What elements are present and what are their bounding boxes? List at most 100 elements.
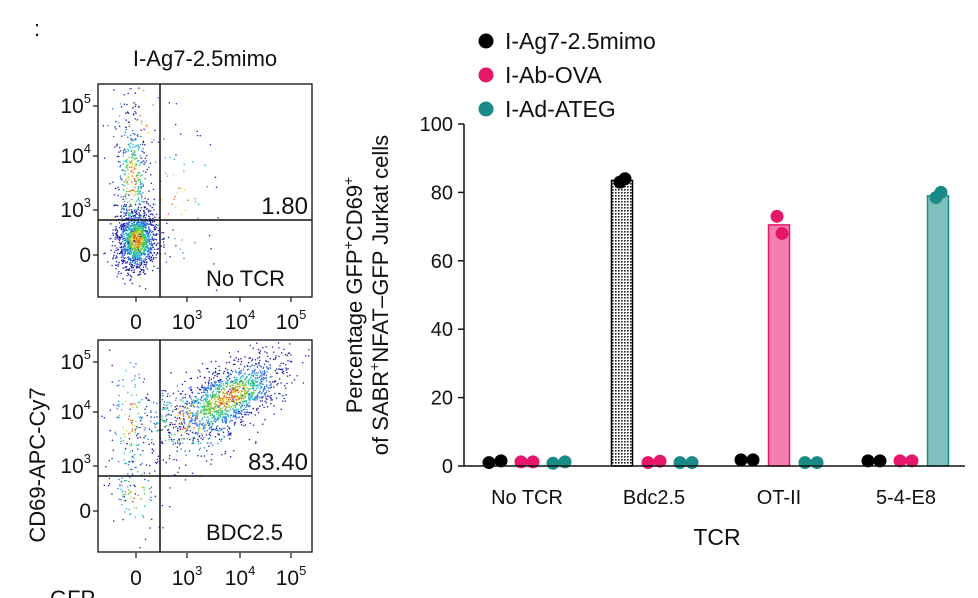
flow-event-dot — [126, 442, 128, 445]
flow-event-dot — [239, 384, 242, 386]
flow-event-dot — [128, 232, 130, 234]
flow-event-dot — [135, 421, 137, 423]
flow-event-dot — [122, 155, 125, 157]
flow-event-dot — [150, 411, 152, 413]
flow-event-dot — [134, 386, 136, 388]
bar — [926, 195, 950, 467]
flow-event-dot — [259, 352, 261, 354]
flow-event-dot — [289, 374, 291, 376]
flow-event-dot — [119, 103, 122, 105]
flow-event-dot — [192, 437, 195, 440]
flow-event-dot — [125, 226, 128, 228]
flow-event-dot — [220, 440, 222, 442]
flow-event-dot — [229, 381, 232, 383]
flow-event-dot — [214, 396, 216, 399]
flow-event-dot — [258, 361, 260, 364]
flow-event-dot — [116, 256, 118, 259]
flow-event-dot — [247, 414, 249, 416]
flow-event-dot — [279, 368, 281, 370]
flow-event-dot — [148, 464, 151, 467]
flow-event-dot — [228, 404, 230, 407]
flow-event-dot — [261, 404, 264, 406]
flow-event-dot — [151, 258, 153, 261]
flow-event-dot — [120, 498, 122, 501]
flow-event-dot — [153, 252, 155, 254]
flow-event-dot — [191, 404, 194, 407]
flow-event-dot — [215, 404, 218, 406]
flow-event-dot — [191, 422, 194, 425]
flow-event-dot — [180, 187, 182, 189]
flow-event-dot — [209, 409, 211, 412]
flow-event-dot — [165, 461, 167, 464]
flow-event-dot — [166, 413, 168, 416]
flow-event-dot — [139, 162, 141, 165]
flow-event-dot — [181, 428, 184, 430]
flow-event-dot — [103, 253, 105, 255]
flow-x-tick-label: 104 — [225, 307, 256, 334]
flow-event-dot — [137, 412, 140, 415]
quadrant-value: 83.40 — [248, 449, 308, 476]
flow-event-dot — [128, 124, 130, 126]
flow-event-dot — [227, 371, 229, 374]
flow-event-dot — [241, 394, 244, 397]
flow-event-dot — [212, 422, 214, 425]
flow-event-dot — [128, 209, 130, 211]
flow-event-dot — [139, 144, 141, 146]
flow-event-dot — [124, 400, 127, 403]
flow-event-dot — [224, 404, 227, 406]
flow-event-dot — [136, 209, 138, 212]
flow-event-dot — [198, 425, 200, 428]
flow-event-dot — [278, 368, 280, 370]
flow-event-dot — [249, 382, 252, 385]
flow-event-dot — [194, 401, 196, 403]
flow-event-dot — [123, 235, 125, 237]
flow-event-dot — [169, 156, 171, 159]
flow-event-dot — [240, 397, 243, 400]
flow-event-dot — [232, 401, 235, 404]
flow-event-dot — [115, 260, 118, 263]
flow-title: I-Ag7-2.5mimo — [133, 46, 277, 71]
flow-event-dot — [135, 175, 137, 178]
flow-event-dot — [127, 418, 130, 420]
flow-event-dot — [195, 412, 198, 414]
flow-event-dot — [152, 221, 154, 223]
flow-event-dot — [185, 454, 187, 457]
flow-event-dot — [145, 123, 148, 126]
flow-event-dot — [259, 350, 262, 352]
flow-event-dot — [130, 166, 133, 168]
flow-event-dot — [248, 393, 250, 395]
flow-event-dot — [233, 424, 236, 426]
flow-event-dot — [136, 134, 139, 137]
flow-event-dot — [154, 203, 156, 206]
flow-event-dot — [162, 420, 165, 423]
flow-event-dot — [224, 367, 227, 370]
flow-event-dot — [126, 261, 129, 263]
flow-event-dot — [137, 159, 140, 162]
flow-event-dot — [190, 377, 193, 380]
flow-event-dot — [234, 398, 237, 400]
flow-event-dot — [202, 391, 205, 393]
flow-event-dot — [223, 415, 225, 418]
flow-event-dot — [123, 103, 126, 105]
flow-event-dot — [142, 222, 145, 224]
flow-event-dot — [150, 223, 153, 226]
flow-event-dot — [199, 423, 201, 425]
flow-event-dot — [237, 391, 240, 393]
flow-event-dot — [142, 449, 144, 452]
flow-event-dot — [140, 129, 142, 131]
flow-event-dot — [229, 455, 232, 458]
flow-event-dot — [186, 403, 188, 406]
flow-event-dot — [271, 346, 274, 348]
flow-event-dot — [129, 431, 131, 433]
flow-event-dot — [121, 240, 124, 243]
flow-event-dot — [201, 424, 203, 426]
flow-event-dot — [125, 479, 128, 482]
flow-event-dot — [253, 364, 256, 367]
flow-event-dot — [278, 347, 280, 349]
flow-event-dot — [251, 385, 254, 387]
flow-event-dot — [241, 404, 244, 407]
flow-event-dot — [123, 181, 125, 183]
flow-event-dot — [247, 390, 250, 392]
flow-event-dot — [183, 402, 185, 405]
flow-event-dot — [216, 409, 218, 411]
